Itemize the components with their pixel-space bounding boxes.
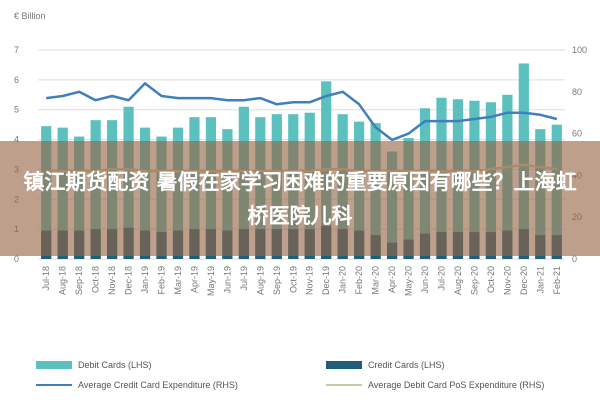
x-axis-ticks: Jul-18 Aug-18 Sep-18 Oct-18 Nov-18 Dec-18 Jan-… [41, 266, 562, 296]
x-tick-label-Nov-19: Nov-19 [305, 266, 315, 295]
left-tick-label-6: 6 [14, 75, 19, 85]
x-tick-label-Mar-20: Mar-20 [371, 266, 381, 295]
legend-label-credit-cards: Credit Cards (LHS) [368, 360, 445, 370]
x-tick-label-Nov-20: Nov-20 [502, 266, 512, 295]
right-tick-label-3: 60 [572, 129, 582, 139]
x-tick-label-Jun-19: Jun-19 [222, 266, 232, 294]
legend-label-avg-credit: Average Credit Card Expenditure (RHS) [78, 380, 238, 390]
x-tick-label-May-19: May-19 [206, 266, 216, 296]
x-tick-label-Mar-19: Mar-19 [173, 266, 183, 295]
x-tick-label-Apr-19: Apr-19 [189, 266, 199, 293]
avg-credit-expenditure-line [46, 82, 558, 142]
x-tick-label-Dec-20: Dec-20 [519, 266, 529, 295]
right-tick-label-0: 0 [572, 254, 577, 264]
x-tick-label-Oct-20: Oct-20 [486, 266, 496, 293]
legend-item-avg-credit: Average Credit Card Expenditure (RHS) [36, 380, 238, 390]
x-tick-label-Sep-20: Sep-20 [469, 266, 479, 295]
x-tick-label-Dec-18: Dec-18 [124, 266, 134, 295]
x-tick-label-Feb-20: Feb-20 [354, 266, 364, 295]
x-tick-label-Jan-20: Jan-20 [338, 266, 348, 294]
legend-label-debit-cards: Debit Cards (LHS) [78, 360, 152, 370]
chart-legend: Debit Cards (LHS) Credit Cards (LHS) Ave… [36, 356, 576, 396]
legend-item-debit-cards: Debit Cards (LHS) [36, 360, 152, 370]
right-tick-label-4: 80 [572, 87, 582, 97]
x-tick-label-Oct-18: Oct-18 [91, 266, 101, 293]
x-tick-label-Jul-18: Jul-18 [41, 266, 51, 291]
legend-swatch-avg-debit [326, 384, 362, 386]
left-axis-label: € Billion [14, 11, 46, 21]
x-tick-label-Oct-19: Oct-19 [288, 266, 298, 293]
x-tick-label-Jun-20: Jun-20 [420, 266, 430, 294]
x-tick-label-Feb-21: Feb-21 [552, 266, 562, 295]
banner-text: 镇江期货配资 暑假在家学习困难的重要原因有哪些？上海虹桥医院儿科 [23, 169, 577, 228]
x-tick-label-Dec-19: Dec-19 [321, 266, 331, 295]
x-tick-label-Jul-19: Jul-19 [239, 266, 249, 291]
legend-swatch-debit-cards [36, 361, 72, 369]
x-tick-label-Jan-21: Jan-21 [535, 266, 545, 294]
left-tick-label-0: 0 [14, 254, 19, 264]
x-tick-label-Nov-18: Nov-18 [107, 266, 117, 295]
x-tick-label-Aug-19: Aug-19 [255, 266, 265, 295]
legend-item-avg-debit: Average Debit Card PoS Expenditure (RHS) [326, 380, 544, 390]
x-tick-label-Aug-18: Aug-18 [58, 266, 68, 295]
right-tick-label-5: 100 [572, 45, 587, 55]
x-tick-label-Jan-19: Jan-19 [140, 266, 150, 294]
legend-label-avg-debit: Average Debit Card PoS Expenditure (RHS) [368, 380, 545, 390]
x-tick-label-Apr-20: Apr-20 [387, 266, 397, 293]
legend-swatch-credit-cards [326, 361, 362, 369]
x-tick-label-Feb-19: Feb-19 [157, 266, 167, 295]
legend-item-credit-cards: Credit Cards (LHS) [326, 360, 445, 370]
left-tick-label-4: 4 [14, 135, 19, 145]
legend-swatch-avg-credit [36, 384, 72, 386]
left-tick-label-5: 5 [14, 105, 19, 115]
x-tick-label-Sep-19: Sep-19 [272, 266, 282, 295]
x-tick-label-Jul-20: Jul-20 [436, 266, 446, 291]
x-tick-label-May-20: May-20 [404, 266, 414, 296]
overlay-banner: 镇江期货配资 暑假在家学习困难的重要原因有哪些？上海虹桥医院儿科 [0, 141, 600, 256]
x-tick-label-Sep-18: Sep-18 [74, 266, 84, 295]
left-tick-label-7: 7 [14, 45, 19, 55]
x-tick-label-Aug-20: Aug-20 [453, 266, 463, 295]
